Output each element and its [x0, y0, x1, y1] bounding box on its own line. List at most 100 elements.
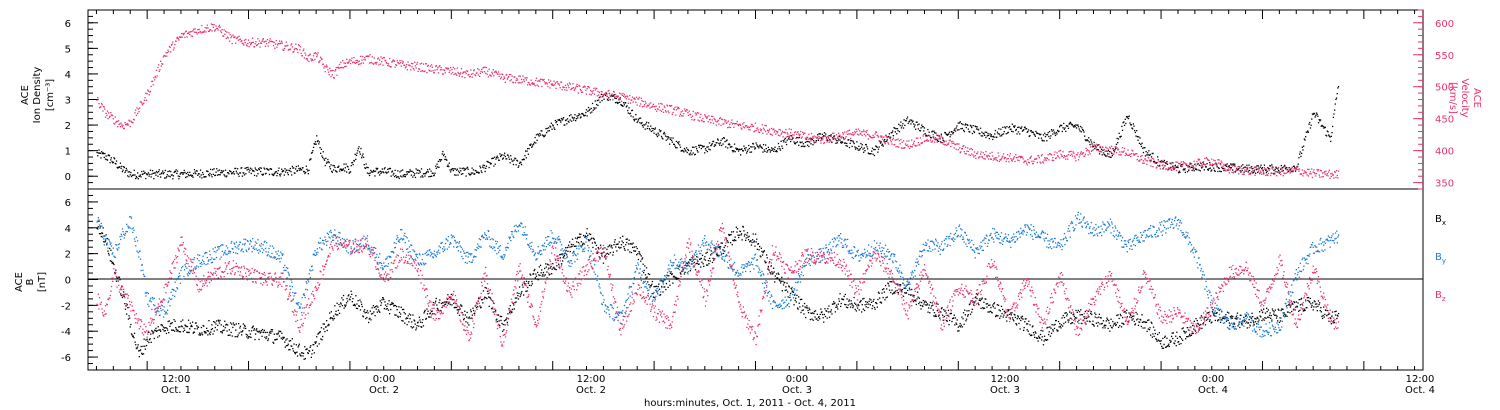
data-point: [390, 303, 392, 305]
data-point: [341, 305, 344, 307]
data-point: [587, 110, 589, 112]
data-point: [915, 137, 917, 139]
data-point: [433, 174, 435, 176]
data-point: [619, 247, 621, 249]
data-point: [607, 246, 609, 248]
data-point: [1280, 173, 1282, 175]
data-point: [967, 150, 969, 153]
data-point: [534, 136, 536, 139]
data-point: [695, 114, 697, 116]
data-point: [1283, 172, 1285, 174]
top-right-ylabel-line1: ACE: [1471, 88, 1482, 108]
data-point: [507, 154, 509, 156]
data-point: [446, 159, 448, 161]
data-point: [503, 154, 505, 156]
data-point: [735, 122, 737, 125]
data-point: [1301, 152, 1303, 154]
data-point: [752, 125, 755, 127]
data-point: [260, 331, 262, 333]
data-point: [558, 83, 560, 85]
data-point: [1149, 153, 1151, 156]
data-point: [297, 44, 300, 46]
data-point: [1098, 153, 1101, 155]
data-point: [638, 117, 640, 119]
data-point: [197, 173, 200, 175]
data-point: [733, 126, 735, 128]
data-point: [521, 284, 524, 286]
data-point: [1056, 152, 1058, 154]
data-point: [710, 145, 712, 147]
data-point: [252, 325, 254, 327]
data-point: [376, 61, 378, 63]
data-point: [175, 40, 177, 42]
data-point: [526, 290, 528, 292]
data-point: [148, 339, 151, 341]
data-point: [339, 168, 341, 170]
data-point: [368, 55, 370, 57]
data-point: [1123, 147, 1126, 150]
data-point: [472, 169, 475, 171]
data-point: [307, 59, 309, 61]
data-point: [867, 133, 869, 136]
data-point: [282, 169, 284, 172]
data-point: [224, 320, 226, 322]
data-point: [99, 226, 101, 228]
data-point: [514, 76, 516, 78]
data-point: [692, 115, 694, 117]
data-point: [295, 352, 297, 354]
data-point: [191, 35, 194, 38]
data-point: [798, 133, 800, 135]
data-point: [235, 42, 237, 44]
data-point: [1192, 166, 1194, 169]
data-point: [342, 299, 344, 301]
data-point: [361, 155, 363, 157]
data-point: [1310, 124, 1312, 126]
data-point: [226, 175, 228, 177]
data-point: [286, 169, 288, 171]
data-point: [310, 60, 313, 62]
data-point: [326, 320, 328, 322]
data-point: [276, 46, 278, 48]
data-point: [495, 156, 498, 159]
data-point: [700, 144, 702, 146]
data-point: [101, 152, 103, 155]
data-point: [613, 244, 615, 246]
data-point: [324, 71, 326, 73]
data-point: [250, 336, 252, 339]
data-point: [873, 154, 876, 157]
data-point: [210, 174, 212, 176]
data-point: [292, 51, 294, 53]
data-point: [1322, 175, 1324, 178]
data-point: [400, 170, 402, 172]
data-point: [509, 311, 511, 314]
data-point: [447, 303, 450, 305]
data-point: [553, 80, 555, 82]
data-point: [469, 75, 471, 78]
data-point: [485, 72, 487, 74]
data-point: [951, 142, 953, 145]
data-point: [433, 304, 435, 306]
data-point: [400, 65, 402, 67]
data-point: [99, 107, 101, 109]
data-point: [231, 35, 233, 37]
data-point: [1179, 162, 1181, 165]
data-point: [525, 79, 527, 81]
data-point: [349, 299, 351, 301]
data-point: [567, 250, 569, 252]
data-point: [875, 131, 878, 133]
data-point: [1190, 162, 1193, 165]
data-point: [368, 318, 370, 320]
data-point: [147, 173, 149, 175]
data-point: [164, 177, 166, 179]
data-point: [353, 304, 355, 306]
data-point: [1252, 170, 1254, 172]
data-point: [318, 61, 320, 63]
data-point: [948, 131, 951, 133]
data-point: [1166, 163, 1168, 165]
data-point: [114, 116, 116, 118]
data-point: [416, 63, 418, 65]
data-point: [1044, 158, 1047, 160]
data-point: [1006, 158, 1008, 160]
data-point: [295, 48, 298, 50]
data-point: [389, 57, 391, 60]
